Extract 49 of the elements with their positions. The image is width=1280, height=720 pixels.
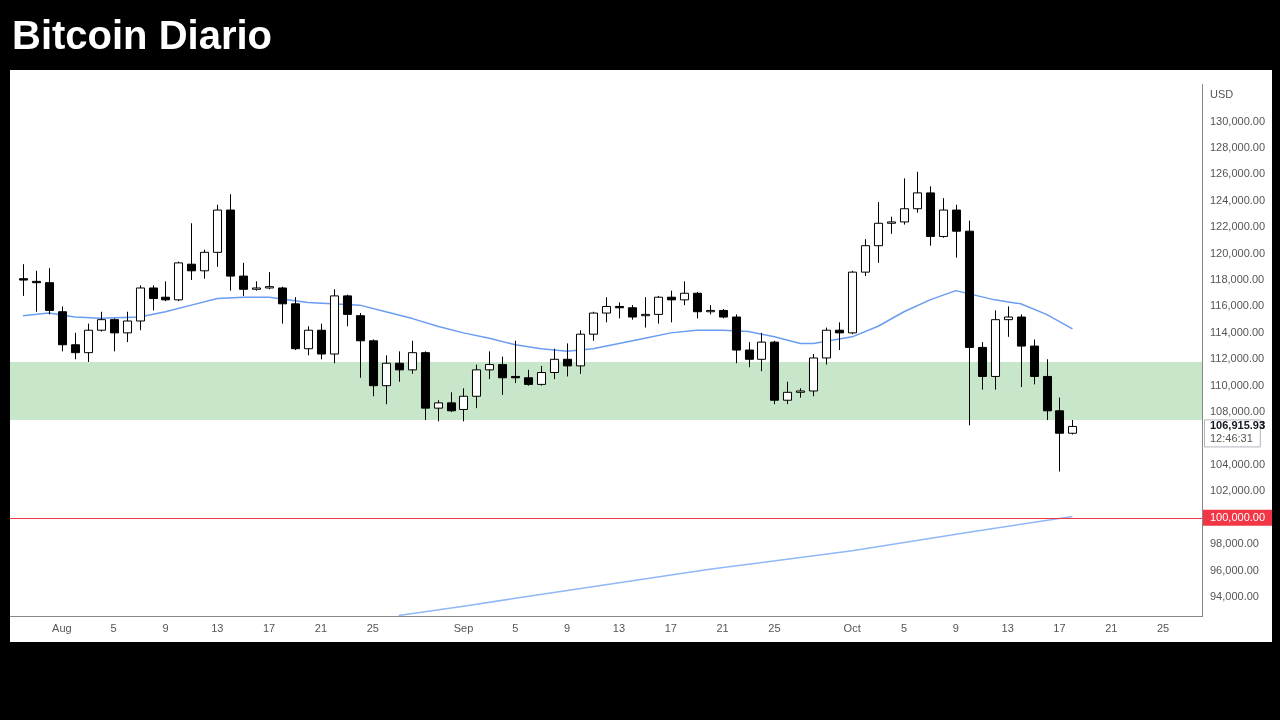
x-tick-label: 5	[900, 622, 908, 635]
x-tick-label: 9	[952, 622, 959, 635]
y-tick-label: 126,000.00	[1210, 167, 1266, 180]
text: 12:46:31	[1210, 432, 1253, 445]
x-tick-label: 25	[366, 622, 379, 635]
x-tick-label: 13	[612, 622, 626, 635]
x-tick-label: Aug	[52, 622, 72, 635]
x-tick-label: 17	[1053, 622, 1066, 635]
candlestick	[18, 263, 29, 297]
x-tick-label: 21	[716, 622, 729, 635]
y-tick-label: 104,000.00	[1210, 457, 1266, 470]
y-tick-label: 110,000.00	[1210, 378, 1265, 391]
y-tick-label: 120,000.00	[1210, 246, 1266, 259]
x-tick-label: 5	[110, 622, 117, 635]
text: USD	[1210, 87, 1234, 100]
x-tick-label: Oct	[843, 622, 861, 635]
x-tick-label: 13	[1001, 622, 1014, 635]
y-tick-label: 96,000.00	[1210, 563, 1259, 576]
chart-title: Bitcoin Diario	[12, 12, 273, 59]
y-tick-label: 108,000.00	[1210, 405, 1266, 418]
candlestick	[1054, 397, 1065, 473]
x-tick-label: 25	[1157, 622, 1170, 635]
candlestick	[342, 294, 353, 327]
x-tick-label: 9	[162, 622, 169, 635]
x-tick-label: 21	[314, 622, 328, 635]
x-tick-label: 17	[263, 622, 276, 635]
x-tick-label: 17	[664, 622, 677, 635]
y-tick-label: 98,000.00	[1210, 537, 1259, 550]
text: 106,915.93	[1210, 419, 1266, 432]
y-tick-label: 124,000.00	[1210, 193, 1266, 206]
y-tick-label: 130,000.00	[1210, 114, 1266, 127]
x-tick-label: Sep	[453, 622, 474, 635]
y-tick-label: 112,000.00	[1210, 352, 1265, 365]
y-tick-label: 114,000.00	[1210, 325, 1265, 338]
x-tick-label: 25	[768, 622, 781, 635]
x-tick-label: 13	[211, 622, 224, 635]
y-tick-label: 128,000.00	[1210, 141, 1266, 154]
x-tick-label: 9	[564, 622, 571, 635]
y-tick-label: 122,000.00	[1210, 220, 1266, 233]
y-tick-label: 118,000.00	[1210, 273, 1265, 286]
y-tick-label: 102,000.00	[1210, 484, 1266, 497]
y-tick-label: 94,000.00	[1210, 590, 1259, 603]
y-tick-label: 116,000.00	[1210, 299, 1265, 312]
ref-line-label: 100,000.00	[1210, 510, 1266, 523]
x-tick-label: 21	[1105, 622, 1118, 635]
candlestick	[433, 399, 444, 422]
candlestick	[536, 365, 547, 387]
x-tick-label: 5	[512, 622, 519, 635]
candlestick	[96, 311, 107, 333]
